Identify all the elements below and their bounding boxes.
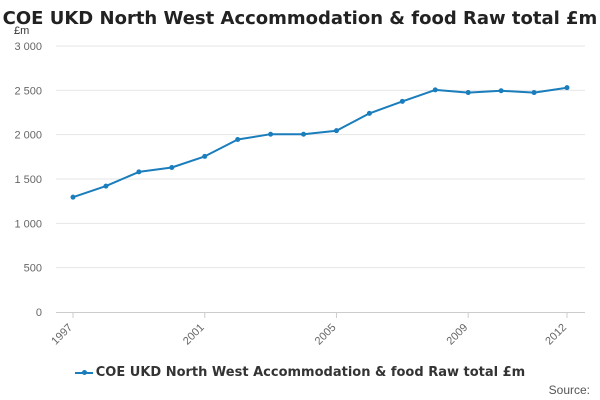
legend-label: COE UKD North West Accommodation & food … — [95, 365, 526, 380]
x-tick-label: 2012 — [543, 322, 569, 348]
source-label: Source: — [548, 383, 590, 397]
data-point[interactable] — [432, 87, 438, 93]
data-point[interactable] — [465, 90, 471, 96]
data-point[interactable] — [301, 131, 307, 137]
x-tick-label: 2005 — [313, 322, 339, 348]
x-tick-label: 2001 — [181, 322, 207, 348]
y-tick-label: 2 500 — [14, 85, 42, 97]
series-line — [72, 86, 568, 199]
data-point[interactable] — [103, 183, 109, 189]
data-point[interactable] — [531, 90, 537, 96]
data-point[interactable] — [366, 110, 372, 116]
gridlines — [56, 45, 585, 269]
axes — [56, 312, 585, 318]
y-tick-labels: 0 500 1 000 1 500 2 000 2 500 3 000 — [14, 41, 42, 319]
data-point[interactable] — [136, 169, 142, 175]
data-point[interactable] — [564, 85, 570, 91]
y-tick-label: 2 000 — [14, 130, 42, 142]
series — [70, 85, 570, 200]
data-point[interactable] — [333, 128, 339, 134]
data-point[interactable] — [399, 98, 405, 104]
x-tick-label: 1997 — [49, 322, 75, 348]
y-tick-label: 1 500 — [14, 174, 42, 186]
y-axis-unit-label: £m — [14, 25, 30, 37]
y-tick-label: 500 — [24, 263, 42, 275]
data-point[interactable] — [268, 131, 274, 137]
x-tick-labels: 1997 2001 2005 2009 2012 — [49, 322, 569, 348]
y-tick-label: 1 000 — [14, 218, 42, 230]
chart-title: COE UKD North West Accommodation & food … — [2, 8, 598, 29]
data-point[interactable] — [169, 164, 175, 170]
y-tick-label: 3 000 — [14, 41, 42, 53]
data-point[interactable] — [498, 88, 504, 94]
legend-line-marker-icon — [74, 368, 93, 378]
data-point[interactable] — [202, 153, 208, 159]
x-tick-label: 2009 — [445, 322, 471, 348]
data-point[interactable] — [235, 137, 241, 143]
data-point[interactable] — [70, 194, 76, 200]
legend[interactable]: COE UKD North West Accommodation & food … — [0, 365, 600, 380]
y-tick-label: 0 — [36, 307, 42, 319]
